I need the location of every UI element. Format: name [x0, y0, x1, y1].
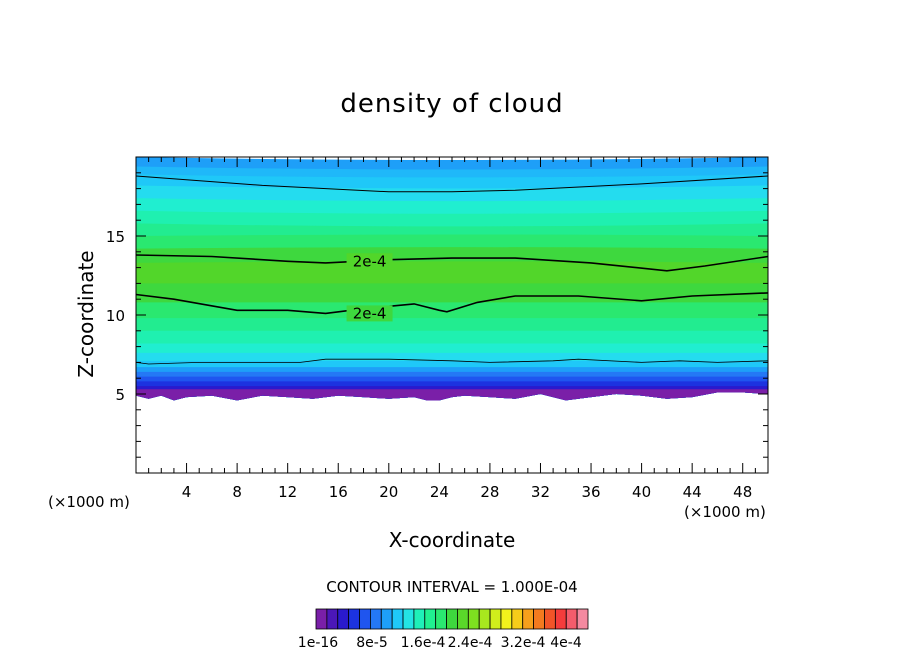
contour-label-bg	[346, 253, 393, 270]
contour-line	[135, 254, 769, 272]
colorbar-swatch	[402, 608, 415, 630]
colorbar-swatch	[413, 608, 426, 630]
contour-label: 2e-4	[353, 304, 387, 322]
colorbar-swatch	[446, 608, 458, 630]
colorbar-tick-label: 4e-4	[550, 635, 582, 651]
x-tick-label: 32	[531, 483, 550, 501]
colorbar-swatch	[435, 608, 447, 630]
x-tick-label: 4	[182, 483, 192, 501]
y-tick-label: 5	[115, 386, 125, 404]
colorbar-swatch	[359, 608, 371, 630]
x-tick-label: 36	[581, 483, 600, 501]
colorbar-swatch	[337, 608, 350, 630]
contour-interval-label: CONTOUR INTERVAL = 1.000E-04	[326, 578, 577, 596]
colorbar-swatch	[457, 608, 469, 630]
contour-line	[135, 175, 769, 193]
colorbar-swatch	[576, 608, 589, 630]
contour-line	[135, 358, 769, 365]
colorbar-swatch	[565, 608, 578, 630]
colorbar-swatch	[315, 608, 328, 630]
contour-label-bg	[346, 305, 393, 322]
colorbar-swatch	[554, 608, 567, 630]
x-axis-unit-right: (×1000 m)	[684, 503, 766, 521]
x-tick-label: 40	[632, 483, 651, 501]
colorbar-swatch	[424, 608, 437, 630]
x-tick-label: 48	[733, 483, 752, 501]
x-tick-label: 8	[232, 483, 242, 501]
colorbar-swatch	[391, 608, 404, 630]
colorbar-swatch	[380, 608, 393, 630]
colorbar-tick-label: 1e-16	[298, 635, 338, 651]
colorbar-tick-label: 1.6e-4	[401, 635, 446, 651]
x-tick-label: 20	[379, 483, 398, 501]
contour-label: 2e-4	[353, 252, 387, 270]
colorbar-swatch	[544, 608, 556, 630]
colorbar-swatch	[326, 608, 339, 630]
colorbar-swatch	[478, 608, 491, 630]
colorbar-swatch	[467, 608, 480, 630]
y-tick-label: 10	[106, 307, 125, 325]
x-axis-label: X-coordinate	[389, 528, 516, 552]
colorbar-swatch	[500, 608, 513, 630]
colorbar-swatch	[489, 608, 502, 630]
colorbar-swatch	[511, 608, 524, 630]
contour-line	[135, 292, 769, 315]
colorbar-swatch	[522, 608, 534, 630]
chart-title: density of cloud	[340, 89, 563, 119]
y-axis-label: Z-coordinate	[74, 250, 98, 377]
colorbar-swatch	[533, 608, 545, 630]
x-tick-label: 16	[329, 483, 348, 501]
colorbar-tick-label: 2.4e-4	[448, 635, 493, 651]
colorbar-swatch	[348, 608, 360, 630]
colorbar: 1e-16 8e-5 1.6e-4 2.4e-4 3.2e-4 4e-4	[298, 608, 589, 651]
colorbar-tick-label: 8e-5	[356, 635, 387, 651]
colorbar-swatch	[369, 608, 382, 630]
x-tick-label: 44	[683, 483, 702, 501]
x-tick-label: 28	[480, 483, 499, 501]
y-tick-label: 15	[106, 228, 125, 246]
density-band	[136, 389, 768, 401]
x-tick-label: 24	[430, 483, 449, 501]
cloud-density-field	[136, 157, 768, 401]
colorbar-tick-label: 3.2e-4	[501, 635, 546, 651]
x-axis-unit-left: (×1000 m)	[48, 493, 130, 511]
density-band	[136, 386, 768, 401]
x-tick-label: 12	[278, 483, 297, 501]
